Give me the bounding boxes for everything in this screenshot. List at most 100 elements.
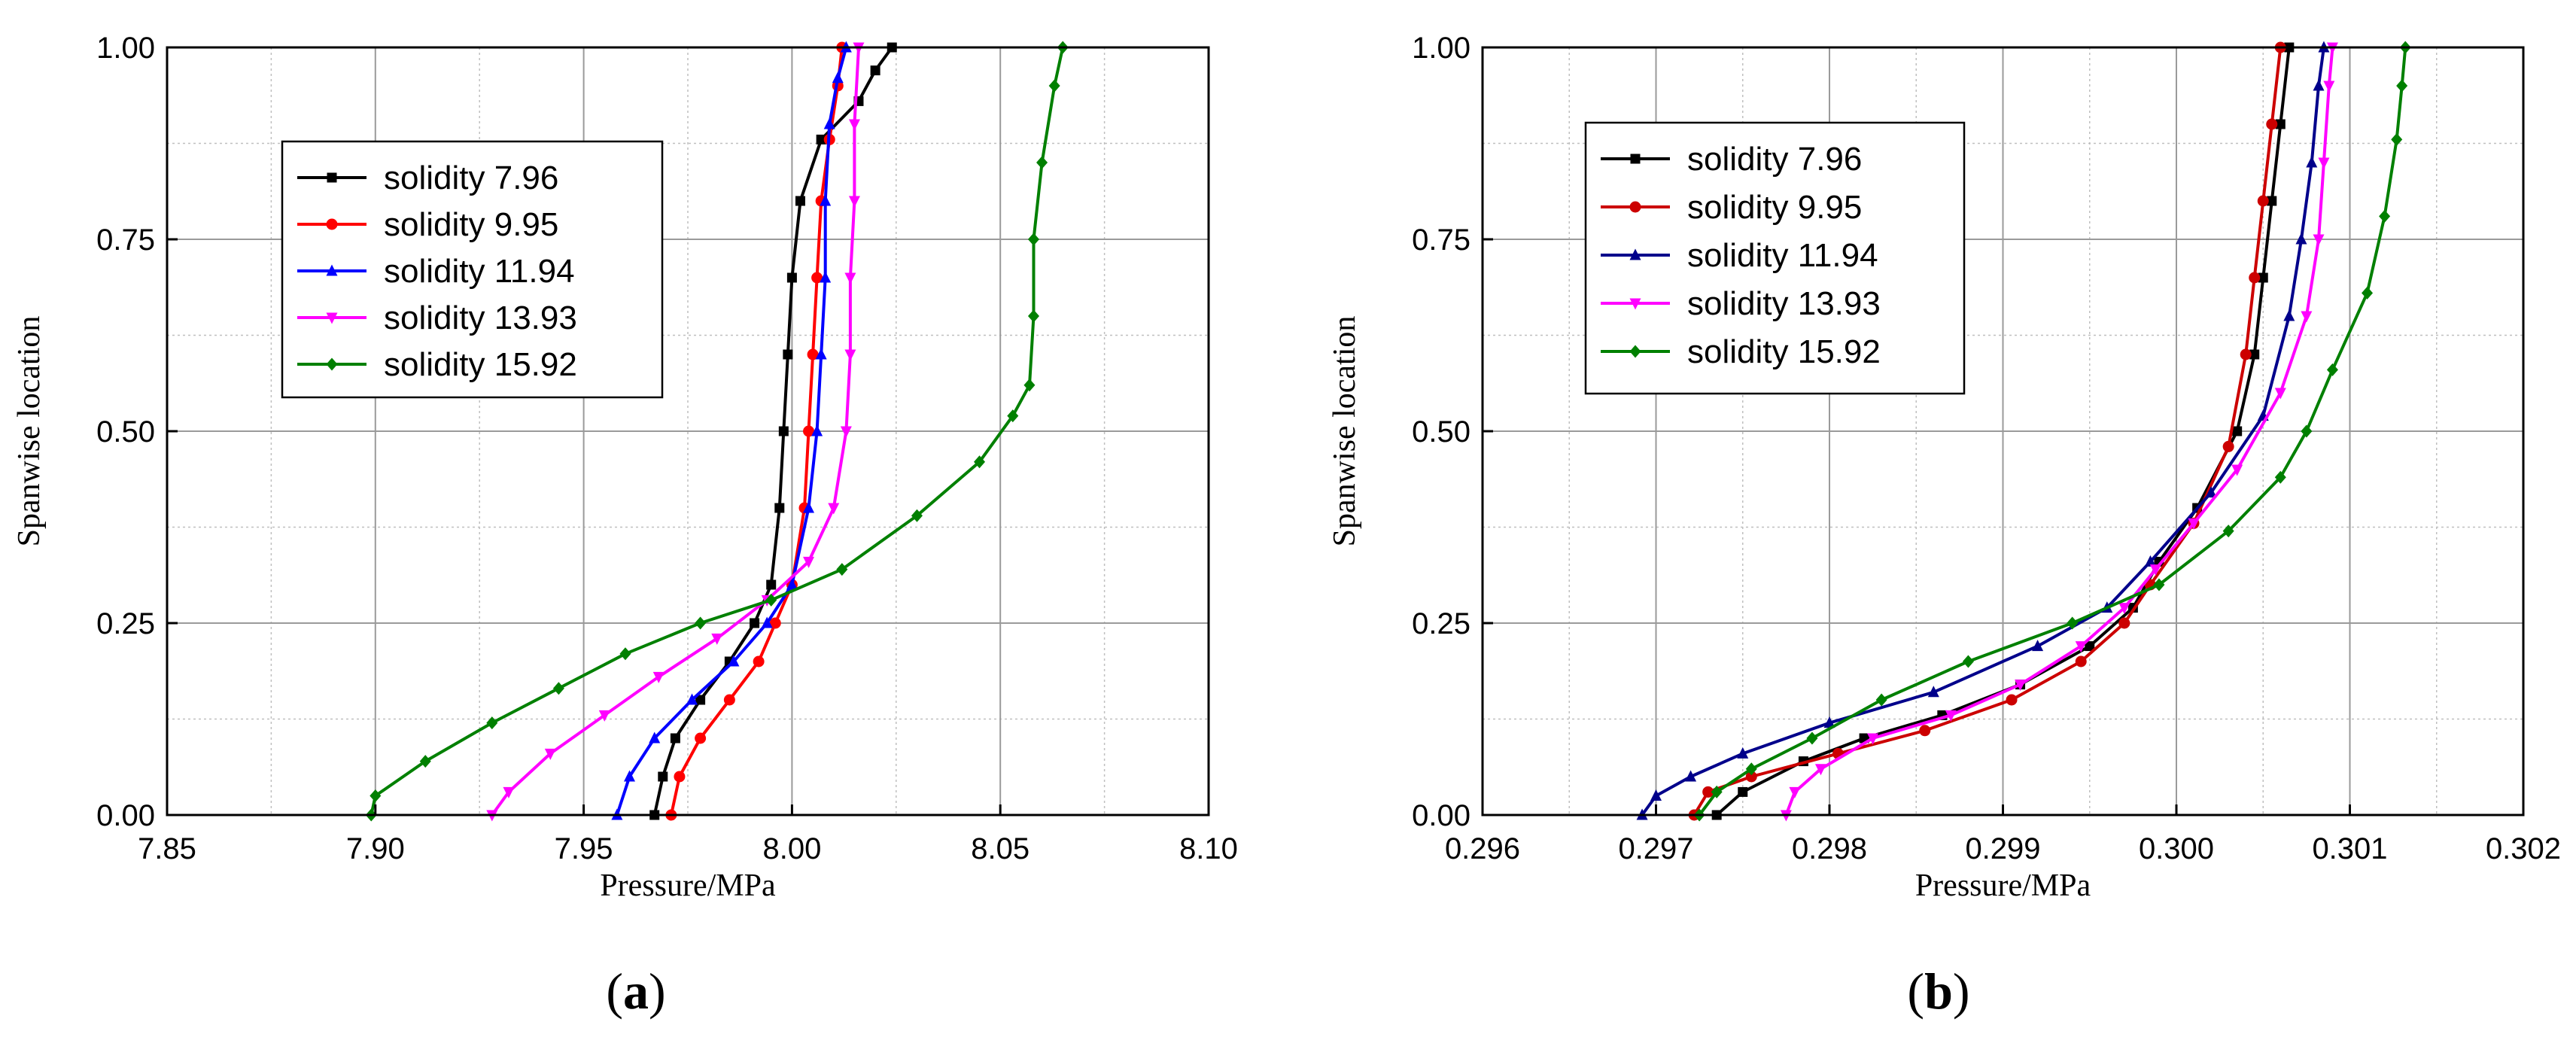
panel-b-legend-item-5: solidity 15.92 (1601, 333, 1881, 370)
panel-b-x-tick-label: 0.298 (1792, 832, 1867, 865)
panel-a-series-3-point-4 (728, 655, 740, 667)
panel-b-series-3-point-14 (2313, 79, 2325, 91)
panel-a-series-2-point-10 (811, 272, 823, 284)
panel-b-legend-box (1584, 121, 1966, 395)
panel-a-x-tick-label: 8.05 (971, 832, 1029, 865)
panel-a-legend-label-5: solidity 15.92 (384, 346, 577, 383)
panel-a-x-tick-label: 8.00 (762, 832, 821, 865)
panel-a-series-1-point-10 (786, 272, 797, 283)
panel-a-series-3-point-7 (803, 501, 815, 513)
panel-b-series-4 (1780, 42, 2338, 822)
panel-a-x-tick-label: 8.10 (1179, 832, 1238, 865)
panel-b-series-3-point-9 (2205, 486, 2217, 498)
panel-b-legend-marker-point-1 (1629, 201, 1641, 213)
panel-b-series-3-point-11 (2283, 309, 2295, 321)
panel-b-series-5-point-12 (2362, 286, 2374, 300)
panel-b-legend-label-2: solidity 9.95 (1687, 189, 1862, 226)
panel-b-series-3-point-4 (1823, 716, 1835, 728)
panel-b-series-5-point-13 (2379, 209, 2391, 223)
panel-a-legend-marker-point-1 (326, 218, 338, 230)
panel-b-series-5-point-8 (2222, 525, 2234, 538)
panel-a: 7.85 7.90 7.95 8.00 8.05 8.10 0.00 0.25 0.50 0.75… (12, 32, 1238, 903)
panel-a-series-4-point-13 (848, 119, 860, 131)
panel-a-series-1-point-1 (658, 771, 668, 782)
panel-b-series-2-point-4 (1919, 725, 1931, 737)
panel-b-legend-marker-point-3 (1629, 298, 1641, 310)
panel-a-series-3-point-9 (815, 348, 827, 360)
panel-a-series-4-point-9 (840, 426, 852, 438)
panel-b-series-4-point-6 (2075, 641, 2087, 653)
panel-a-series-4-point-3 (598, 710, 610, 722)
panel-a-series-5-line (370, 47, 1065, 816)
panel-a-series-1-point-14 (870, 65, 880, 76)
panel-a-x-axis-title: Pressure/MPa (600, 868, 776, 903)
panel-b-series-3-point-5 (1927, 686, 1939, 698)
panel-a-series-2-point-2 (695, 732, 707, 744)
panel-b-legend-item-1: solidity 7.96 (1601, 141, 1862, 178)
panel-b-series-3-line (1641, 47, 2325, 817)
panel-b-series-2-point-14 (2266, 118, 2278, 130)
panel-b-x-tick-label: 0.297 (1618, 832, 1693, 865)
panel-a-legend-item-5: solidity 15.92 (297, 346, 577, 383)
panel-b-series-5-point-1 (1711, 785, 1723, 798)
panel-b-series-4-point-1 (1789, 786, 1801, 798)
panel-b-series-4-point-12 (2301, 311, 2313, 323)
panel-a-series-1-point-3 (695, 695, 706, 705)
panel-a-x-tick-label: 7.85 (138, 832, 196, 865)
panel-b-series-1-point-12 (2258, 272, 2268, 283)
panel-b-series-4-point-11 (2274, 388, 2286, 400)
panel-b-series-2-point-13 (2257, 195, 2269, 207)
panel-b-series-1-point-13 (2267, 196, 2277, 206)
panel-a-legend-marker-point-4 (326, 357, 338, 371)
panel-b-series-5-point-2 (1745, 762, 1757, 776)
panel-a-legend-label-1: solidity 7.96 (384, 160, 558, 196)
caption-a: (a) (606, 962, 665, 1020)
panel-b-series-1-point-10 (2232, 426, 2243, 436)
panel-a-legend-marker-point-0 (327, 172, 337, 183)
panel-b-legend-item-2: solidity 9.95 (1601, 189, 1862, 226)
panel-a-series-1-point-5 (750, 618, 760, 628)
panel-b-y-axis-title: Spanwise location (1328, 316, 1362, 547)
panel-a-series-4-point-10 (844, 349, 856, 361)
panel-b-series-3-point-6 (2032, 640, 2044, 652)
panel-a-series-2-point-8 (803, 425, 815, 437)
panel-b-series-2-point-6 (2075, 655, 2087, 668)
panel-b-y-tick-label: 1.00 (1412, 32, 1470, 65)
panel-b-series-1-point-6 (2085, 641, 2095, 652)
panel-a-series-2-point-9 (807, 348, 819, 360)
caption-b-letter: b (1924, 962, 1953, 1020)
panel-b-series-1-point-11 (2249, 349, 2260, 360)
panel-b-series-4-point-14 (2318, 157, 2330, 169)
panel-a-series-2-point-4 (753, 655, 765, 668)
panel-b-y-tick-label: 0.75 (1412, 224, 1470, 257)
panel-a-series-5-point-13 (1027, 309, 1039, 323)
panel-a-series-1-line (652, 46, 893, 816)
panel-a-series-5-point-15 (1036, 156, 1048, 169)
panel-a-series-5-point-16 (1048, 79, 1060, 93)
panel-b-legend-item-3: solidity 11.94 (1601, 237, 1878, 274)
panel-b-series-2-point-11 (2240, 348, 2252, 360)
panel-a-legend-marker-point-2 (326, 264, 338, 276)
panel-a-series-5-point-1 (370, 789, 382, 802)
panel-a-y-tick-label: 0.00 (96, 799, 155, 832)
panel-b-legend-marker-point-4 (1629, 345, 1641, 358)
panel-a-legend-item-3: solidity 11.94 (297, 253, 575, 290)
panel-b-series-3-point-2 (1685, 770, 1697, 782)
panel-a-series-4-point-5 (711, 633, 723, 645)
panel-a-legend-item-4: solidity 13.93 (297, 300, 577, 336)
panel-b-series-4-point-9 (2188, 518, 2200, 530)
panel-a-y-tick-label: 1.00 (96, 32, 155, 65)
panel-b-legend-label-4: solidity 13.93 (1687, 285, 1881, 322)
panel-b-y-tick-label: 0.50 (1412, 415, 1470, 449)
panel-b-series-3-point-8 (2144, 555, 2156, 567)
panel-a-series-1-point-2 (670, 733, 680, 744)
panel-b-series-2-point-1 (1702, 786, 1714, 798)
panel-a-series-3-point-8 (811, 424, 823, 436)
panel-a-series-5-point-6 (695, 616, 707, 630)
panel-b-series-5-point-14 (2391, 132, 2403, 146)
panel-a-legend-item-1: solidity 7.96 (297, 160, 558, 196)
panel-b-series-5-point-9 (2274, 470, 2286, 484)
panel-a-y-tick-label: 0.25 (96, 607, 155, 640)
panel-a-legend-marker-point-3 (326, 312, 338, 324)
